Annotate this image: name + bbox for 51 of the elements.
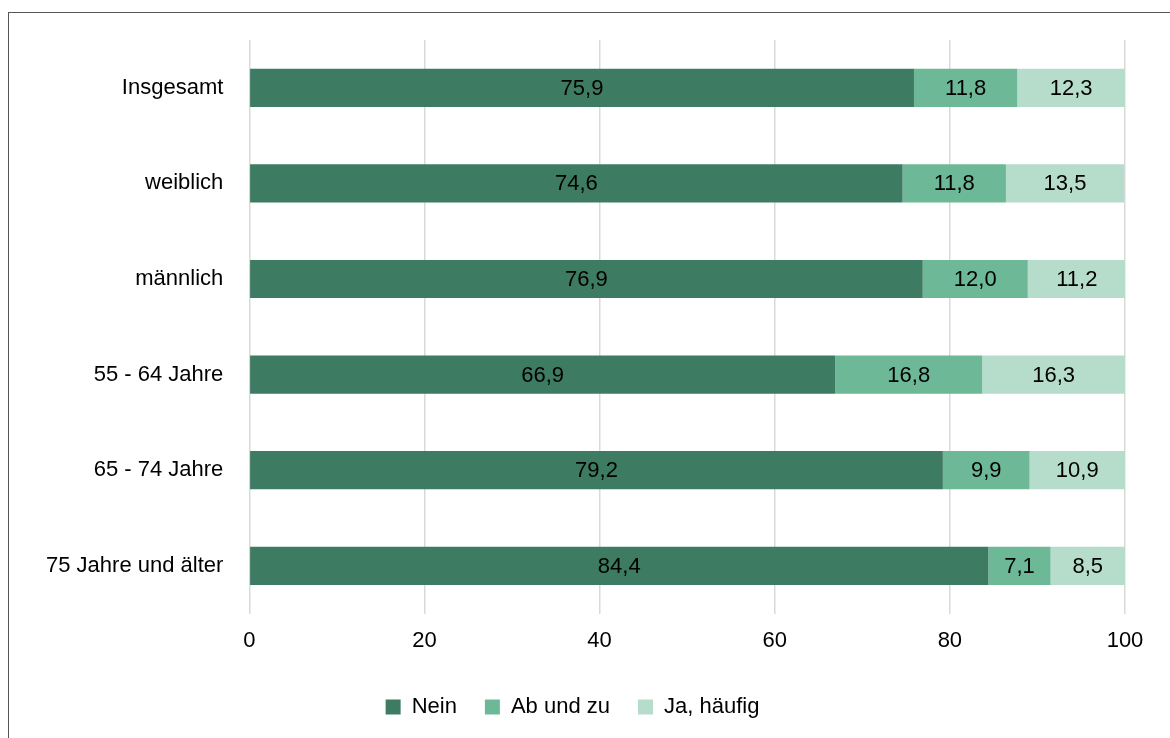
- bar: [1050, 546, 1125, 585]
- x-tick-label: 80: [937, 626, 963, 652]
- data-label: 79,2: [575, 457, 618, 483]
- bar: [942, 451, 1030, 490]
- legend-label: Ja, häufig: [663, 693, 760, 719]
- data-label: 16,3: [1032, 361, 1076, 387]
- bar: [1029, 451, 1125, 490]
- y-tick-label: 75 Jahre und älter: [46, 551, 224, 577]
- x-tick-label: 40: [587, 626, 612, 652]
- data-label: 11,8: [945, 74, 987, 100]
- data-label: 9,9: [970, 457, 1002, 483]
- data-label: 11,8: [933, 170, 975, 196]
- legend-label: Nein: [411, 693, 457, 719]
- data-label: 10,9: [1055, 457, 1099, 483]
- x-tick-label: 60: [762, 626, 787, 652]
- data-label: 7,1: [1004, 552, 1035, 578]
- data-label: 12,0: [953, 266, 997, 292]
- data-label: 76,9: [564, 266, 608, 292]
- bar: [250, 68, 914, 107]
- bar: [250, 259, 923, 299]
- bar: [982, 355, 1125, 394]
- data-label: 11,2: [1056, 266, 1098, 292]
- bar: [988, 546, 1051, 585]
- bar: [835, 355, 983, 394]
- bar: [1017, 68, 1125, 107]
- bar: [913, 68, 1018, 107]
- data-label: 8,5: [1072, 552, 1104, 578]
- y-tick-label: 55 - 64 Jahre: [93, 360, 224, 386]
- y-tick-label: männlich: [135, 265, 224, 291]
- bar: [250, 546, 989, 585]
- x-tick-label: 0: [243, 626, 256, 652]
- bar: [1005, 164, 1125, 203]
- y-tick-label: weiblich: [144, 169, 224, 195]
- data-label: 74,6: [554, 170, 598, 196]
- data-label: 66,9: [521, 361, 565, 387]
- bar: [250, 164, 903, 203]
- data-label: 75,9: [560, 74, 604, 100]
- x-tick-label: 20: [412, 626, 437, 652]
- y-tick-label: Insgesamt: [121, 73, 224, 99]
- data-label: 16,8: [887, 361, 931, 387]
- y-tick-label: 65 - 74 Jahre: [93, 456, 224, 482]
- legend-label: Ab und zu: [510, 693, 610, 719]
- bar: [922, 259, 1028, 299]
- bar: [250, 355, 836, 394]
- data-label: 13,5: [1043, 170, 1087, 196]
- bar: [1027, 259, 1125, 299]
- data-label: 84,4: [597, 552, 641, 578]
- bar: [902, 164, 1006, 203]
- data-label: 12,3: [1049, 74, 1093, 100]
- bar: [250, 451, 943, 490]
- x-tick-label: 100: [1106, 626, 1144, 652]
